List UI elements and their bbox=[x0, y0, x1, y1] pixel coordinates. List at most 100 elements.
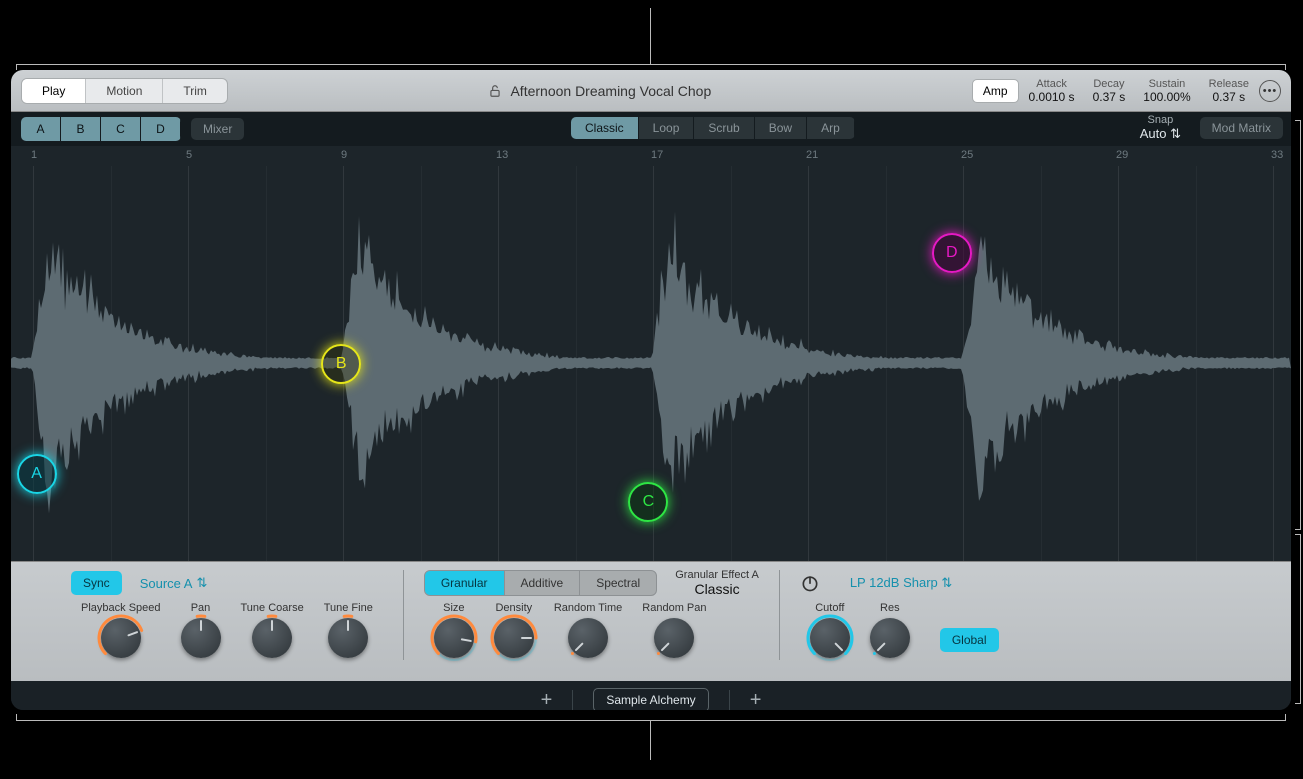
knob-label: Res bbox=[880, 602, 900, 614]
effect-title[interactable]: Granular Effect A Classic bbox=[675, 569, 759, 597]
knob-label: Random Pan bbox=[642, 602, 706, 614]
ruler-tick: 25 bbox=[961, 149, 973, 161]
source-select: A B C D bbox=[21, 117, 181, 141]
mode-classic[interactable]: Classic bbox=[571, 117, 639, 139]
sync-button[interactable]: Sync bbox=[71, 571, 122, 595]
add-slot-right-button[interactable]: + bbox=[750, 689, 762, 711]
waveform-ruler: 159131721252933 bbox=[11, 146, 1291, 166]
knob-dial[interactable] bbox=[328, 618, 368, 658]
knob-dial[interactable] bbox=[494, 618, 534, 658]
filter-type-selector[interactable]: LP 12dB Sharp ⇅ bbox=[850, 575, 952, 591]
knob-dial[interactable] bbox=[870, 618, 910, 658]
callout-line bbox=[1295, 529, 1301, 530]
knob-label: Size bbox=[443, 602, 464, 614]
synthesis-additive[interactable]: Additive bbox=[505, 571, 581, 595]
source-a-button[interactable]: A bbox=[21, 117, 61, 141]
knob-label: Playback Speed bbox=[81, 602, 161, 614]
source-b-button[interactable]: B bbox=[61, 117, 101, 141]
panel-divider bbox=[403, 570, 404, 660]
updown-icon: ⇅ bbox=[941, 575, 952, 590]
knob-label: Random Time bbox=[554, 602, 622, 614]
callout-line bbox=[650, 720, 651, 760]
knob-dial[interactable] bbox=[101, 618, 141, 658]
callout-line bbox=[16, 714, 17, 720]
knob-label: Pan bbox=[191, 602, 211, 614]
callout-line bbox=[1285, 64, 1286, 70]
snap-selector[interactable]: Snap Auto ⇅ bbox=[1140, 114, 1181, 142]
mode-arp[interactable]: Arp bbox=[807, 117, 855, 139]
env-attack[interactable]: Attack0.0010 s bbox=[1029, 78, 1075, 104]
knob-dial[interactable] bbox=[654, 618, 694, 658]
callout-line bbox=[16, 720, 1286, 721]
knob-dial[interactable] bbox=[810, 618, 850, 658]
unlock-icon bbox=[488, 84, 502, 98]
source-selector[interactable]: Source A ⇅ bbox=[140, 575, 208, 591]
callout-line bbox=[1295, 703, 1301, 704]
tab-motion[interactable]: Motion bbox=[86, 79, 163, 103]
more-icon[interactable]: ••• bbox=[1259, 80, 1281, 102]
knob-random-time: Random Time bbox=[554, 602, 622, 658]
knob-tune-fine: Tune Fine bbox=[324, 602, 373, 658]
ruler-tick: 29 bbox=[1116, 149, 1128, 161]
source-d-button[interactable]: D bbox=[141, 117, 181, 141]
source-handle-a[interactable]: A bbox=[17, 454, 57, 494]
ruler-tick: 33 bbox=[1271, 149, 1283, 161]
updown-icon: ⇅ bbox=[1170, 126, 1181, 141]
ruler-tick: 1 bbox=[31, 149, 37, 161]
knob-dial[interactable] bbox=[181, 618, 221, 658]
callout-line bbox=[16, 64, 17, 70]
callout-line bbox=[1285, 714, 1286, 720]
plugin-footer: + Sample Alchemy + bbox=[11, 681, 1291, 710]
knob-playback-speed: Playback Speed bbox=[81, 602, 161, 658]
source-c-button[interactable]: C bbox=[101, 117, 141, 141]
env-release[interactable]: Release0.37 s bbox=[1209, 78, 1249, 104]
ruler-tick: 21 bbox=[806, 149, 818, 161]
synthesis-spectral[interactable]: Spectral bbox=[580, 571, 656, 595]
source-handle-c[interactable]: C bbox=[628, 482, 668, 522]
mod-matrix-button[interactable]: Mod Matrix bbox=[1200, 117, 1283, 139]
mode-loop[interactable]: Loop bbox=[639, 117, 695, 139]
ruler-tick: 13 bbox=[496, 149, 508, 161]
tab-play[interactable]: Play bbox=[22, 79, 86, 103]
knob-random-pan: Random Pan bbox=[642, 602, 706, 658]
callout-line bbox=[1300, 120, 1301, 530]
knob-density: Density bbox=[494, 602, 534, 658]
callout-line bbox=[1295, 534, 1301, 535]
panel-divider bbox=[779, 570, 780, 660]
callout-line bbox=[650, 8, 651, 65]
knob-dial[interactable] bbox=[568, 618, 608, 658]
source-handle-b[interactable]: B bbox=[321, 344, 361, 384]
preset-title-area[interactable]: Afternoon Dreaming Vocal Chop bbox=[238, 83, 962, 99]
knob-res: Res bbox=[870, 602, 910, 658]
knob-dial[interactable] bbox=[434, 618, 474, 658]
power-icon[interactable] bbox=[800, 573, 820, 593]
plugin-chip[interactable]: Sample Alchemy bbox=[593, 688, 708, 710]
mixer-button[interactable]: Mixer bbox=[191, 118, 244, 140]
global-button[interactable]: Global bbox=[940, 628, 999, 652]
knob-pan: Pan bbox=[181, 602, 221, 658]
env-sustain[interactable]: Sustain100.00% bbox=[1143, 78, 1190, 104]
tab-trim[interactable]: Trim bbox=[163, 79, 227, 103]
callout-line bbox=[16, 64, 1286, 65]
mode-bow[interactable]: Bow bbox=[755, 117, 807, 139]
waveform-display[interactable]: 159131721252933 ABCD bbox=[11, 146, 1291, 561]
playback-mode-select: Classic Loop Scrub Bow Arp bbox=[571, 117, 855, 139]
add-slot-left-button[interactable]: + bbox=[541, 689, 553, 711]
ruler-tick: 9 bbox=[341, 149, 347, 161]
knob-label: Cutoff bbox=[815, 602, 844, 614]
knob-label: Tune Fine bbox=[324, 602, 373, 614]
synthesis-mode-select: Granular Additive Spectral bbox=[424, 570, 657, 596]
amp-button[interactable]: Amp bbox=[972, 79, 1019, 103]
knob-label: Tune Coarse bbox=[241, 602, 304, 614]
parameter-panel: Sync Source A ⇅ Playback Speed Pan Tune Co… bbox=[11, 561, 1291, 681]
callout-line bbox=[1300, 534, 1301, 704]
footer-divider bbox=[729, 690, 730, 710]
env-decay[interactable]: Decay0.37 s bbox=[1093, 78, 1126, 104]
source-handle-d[interactable]: D bbox=[932, 233, 972, 273]
view-tabs: Play Motion Trim bbox=[21, 78, 228, 104]
mode-scrub[interactable]: Scrub bbox=[694, 117, 754, 139]
footer-divider bbox=[572, 690, 573, 710]
synthesis-granular[interactable]: Granular bbox=[425, 571, 505, 595]
knob-dial[interactable] bbox=[252, 618, 292, 658]
preset-name: Afternoon Dreaming Vocal Chop bbox=[510, 83, 711, 99]
